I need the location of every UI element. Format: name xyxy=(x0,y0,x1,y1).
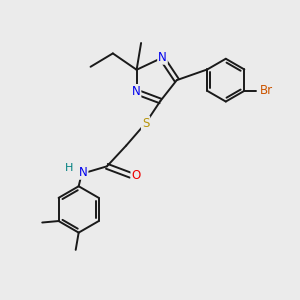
Text: N: N xyxy=(79,166,88,179)
Text: N: N xyxy=(158,51,167,64)
Text: Br: Br xyxy=(260,84,273,98)
Text: O: O xyxy=(131,169,141,182)
Text: H: H xyxy=(65,164,73,173)
Text: S: S xyxy=(142,117,149,130)
Text: N: N xyxy=(132,85,140,98)
